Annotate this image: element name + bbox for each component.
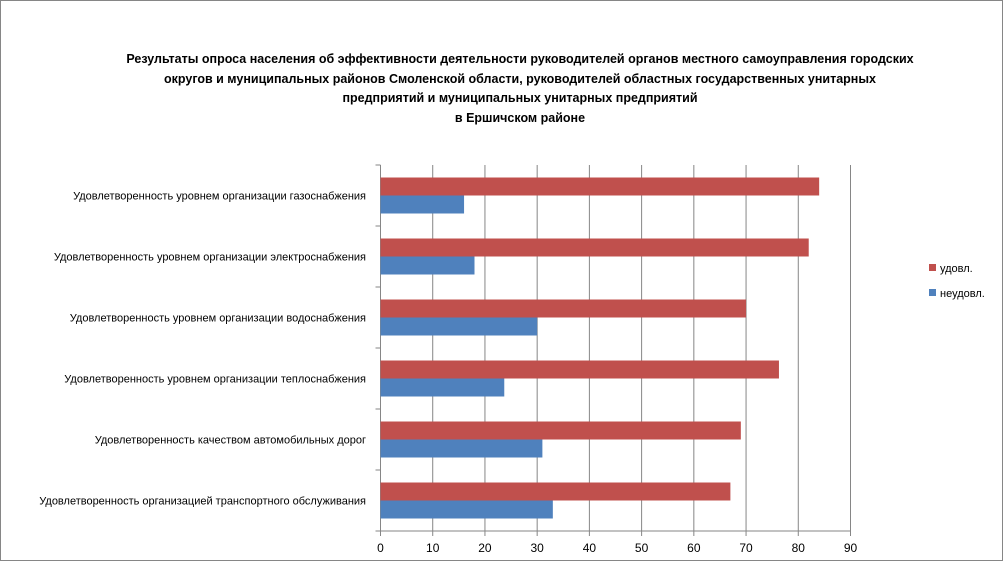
legend-swatch bbox=[929, 289, 936, 296]
x-tick-label: 0 bbox=[377, 541, 384, 555]
bar-satisfied bbox=[380, 360, 779, 379]
x-tick-label: 10 bbox=[426, 541, 440, 555]
category-label: Удовлетворенность качеством автомобильны… bbox=[95, 435, 366, 447]
x-tick-label: 20 bbox=[478, 541, 492, 555]
x-tick-label: 60 bbox=[687, 541, 701, 555]
category-label: Удовлетворенность организацией транспорт… bbox=[39, 496, 366, 508]
legend-label: неудовл. bbox=[940, 288, 985, 300]
x-tick-label: 70 bbox=[739, 541, 753, 555]
category-label: Удовлетворенность уровнем организации эл… bbox=[54, 252, 366, 264]
bar-unsatisfied bbox=[380, 500, 553, 519]
bar-unsatisfied bbox=[380, 256, 475, 275]
category-label: Удовлетворенность уровнем организации те… bbox=[64, 374, 366, 386]
title-line: предприятий и муниципальных унитарных пр… bbox=[342, 91, 698, 105]
bar-unsatisfied bbox=[380, 439, 543, 458]
category-label: Удовлетворенность уровнем организации во… bbox=[70, 313, 366, 325]
x-tick-label: 50 bbox=[635, 541, 649, 555]
bar-satisfied bbox=[380, 238, 809, 257]
x-tick-label: 80 bbox=[792, 541, 806, 555]
bar-satisfied bbox=[380, 421, 741, 440]
legend-label: удовл. bbox=[940, 263, 973, 275]
title-line: в Ершичском районе bbox=[454, 110, 586, 125]
category-label: Удовлетворенность уровнем организации га… bbox=[73, 191, 366, 203]
bar-satisfied bbox=[380, 299, 747, 318]
bar-unsatisfied bbox=[380, 378, 505, 397]
chart-title: Результаты опроса населения об эффективн… bbox=[40, 50, 1000, 128]
title-line: округов и муниципальных районов Смоленск… bbox=[164, 71, 876, 86]
title-line: Результаты опроса населения об эффективн… bbox=[126, 52, 914, 66]
x-tick-label: 90 bbox=[844, 541, 858, 555]
x-tick-label: 40 bbox=[583, 541, 597, 555]
bar-unsatisfied bbox=[380, 195, 465, 214]
bar-satisfied bbox=[380, 482, 731, 501]
bar-unsatisfied bbox=[380, 317, 538, 336]
bar-satisfied bbox=[380, 177, 820, 196]
legend-swatch bbox=[929, 264, 936, 271]
x-tick-label: 30 bbox=[530, 541, 544, 555]
